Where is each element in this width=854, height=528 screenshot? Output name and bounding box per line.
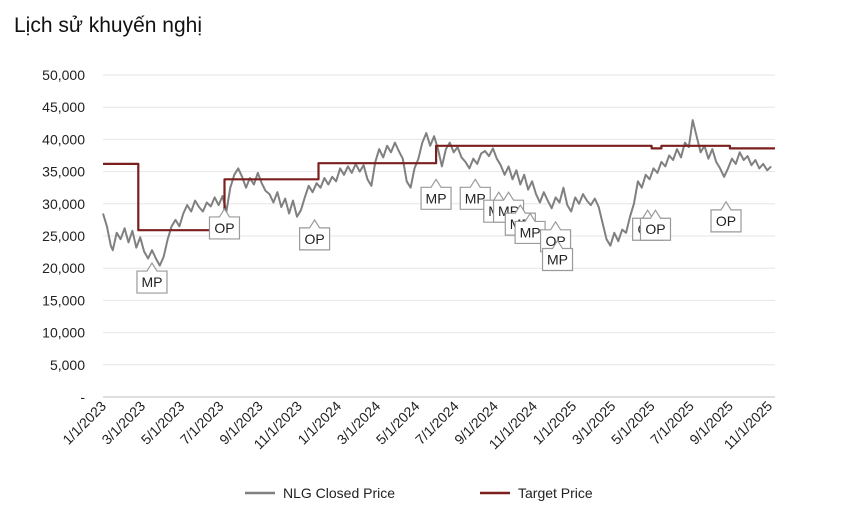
callout-box: [420, 178, 452, 210]
callout-label: MP: [141, 274, 162, 290]
callout-box: [459, 178, 491, 210]
annotation-callout: OP: [639, 209, 672, 241]
y-axis: - 5,000 10,000 15,000 20,000 25,000 30,000 35,0…: [42, 67, 85, 405]
callout-box: [639, 209, 672, 241]
callout-label: OP: [214, 220, 234, 236]
callout-label: MP: [520, 224, 541, 240]
closed-price-line: [102, 119, 772, 267]
chart-title: Lịch sử khuyến nghị: [14, 14, 203, 37]
annotation-callout: MP: [541, 239, 574, 272]
callout-label: MP: [547, 252, 568, 268]
callout-box: [710, 200, 742, 233]
callout-box: [514, 212, 546, 245]
series-lines: [102, 119, 775, 267]
callout-label: MP: [465, 190, 486, 206]
target-price-line: [103, 144, 775, 232]
y-tick-label: 15,000: [42, 292, 85, 308]
legend: NLG Closed Price Target Price: [245, 485, 593, 501]
legend-label: Target Price: [518, 485, 593, 501]
callout-box: [136, 261, 168, 294]
annotation-callout: OP: [710, 200, 742, 233]
annotation-callout: MP: [420, 178, 452, 210]
annotation-callout: OP: [298, 218, 331, 251]
annotation-callout: MP: [514, 212, 546, 245]
y-tick-label: 10,000: [42, 325, 85, 341]
y-tick-label: 5,000: [50, 357, 85, 373]
legend-label: NLG Closed Price: [283, 485, 395, 501]
y-tick-label: 50,000: [42, 67, 85, 83]
y-tick-label: 20,000: [42, 260, 85, 276]
annotation-callout: OP: [208, 207, 241, 240]
callout-box: [298, 218, 331, 251]
y-tick-label: 40,000: [42, 131, 85, 147]
legend-item: NLG Closed Price: [245, 485, 395, 501]
callout-label: MP: [426, 190, 447, 206]
legend-item: Target Price: [480, 485, 593, 501]
callout-box: [208, 207, 241, 240]
y-tick-label: -: [80, 389, 85, 405]
callout-label: OP: [716, 213, 736, 229]
callout-label: OP: [645, 221, 665, 237]
x-axis: 1/1/20233/1/20235/1/20237/1/20239/1/2023…: [59, 396, 775, 452]
callout-box: [541, 239, 574, 272]
callout-label: OP: [304, 231, 324, 247]
y-tick-label: 30,000: [42, 196, 85, 212]
annotations: MPOPOPMPMPMPMPMPMPOPMPOPOPOP: [136, 178, 742, 294]
annotation-callout: MP: [459, 178, 491, 210]
y-tick-label: 45,000: [42, 99, 85, 115]
y-tick-label: 35,000: [42, 164, 85, 180]
gridlines: [103, 74, 775, 398]
y-tick-label: 25,000: [42, 228, 85, 244]
annotation-callout: MP: [136, 261, 168, 294]
